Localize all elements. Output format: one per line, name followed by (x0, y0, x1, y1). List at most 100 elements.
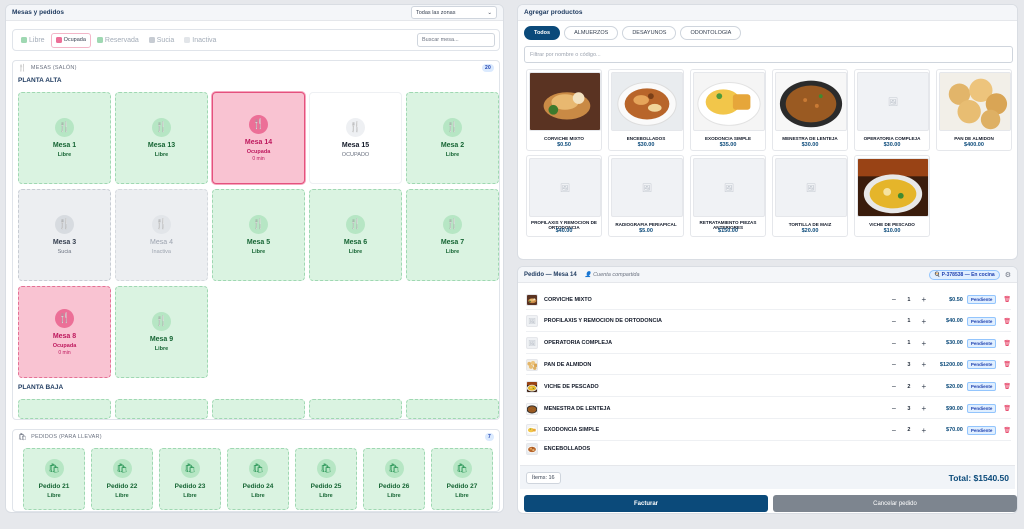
trash-icon[interactable]: 🗑 (1003, 340, 1011, 347)
product-card[interactable]: 🖼 RETRATAMIENTO PIEZAS ANTERIORES $150.00 (690, 155, 766, 237)
product-image: 🖼 (775, 158, 847, 217)
table-status: Libre (57, 152, 72, 158)
takeaway-tile[interactable]: 🛍 Pedido 21 Libre (23, 448, 85, 510)
table-tile-stub[interactable] (406, 399, 499, 419)
gear-icon[interactable]: ⚙ (1004, 271, 1011, 279)
filter-inactiva[interactable]: Inactiva (180, 33, 220, 48)
bag-icon: 🛍 (384, 459, 404, 478)
trash-icon[interactable]: 🗑 (1003, 406, 1011, 412)
plus-icon[interactable]: + (921, 382, 927, 392)
plus-icon[interactable]: + (921, 360, 927, 370)
category-tab-almuerzos[interactable]: ALMUERZOS (564, 26, 619, 40)
minus-icon[interactable]: − (891, 425, 897, 435)
product-card[interactable]: 🖼 RADIOGRAFIA PERIAPICAL $5.00 (608, 155, 684, 237)
minus-icon[interactable]: − (891, 404, 897, 413)
category-tab-todos[interactable]: Todos (524, 26, 561, 40)
salon-header: MESAS (SALÓN) (30, 65, 77, 71)
takeaway-tile[interactable]: 🛍 Pedido 23 Libre (159, 448, 221, 510)
plus-icon[interactable]: + (921, 316, 927, 326)
product-card[interactable]: PAN DE ALMIDON $400.00 (936, 69, 1012, 151)
minus-icon[interactable]: − (891, 338, 897, 348)
order-line-price: $0.50 (949, 296, 963, 303)
fork-knife-icon: 🍴 (55, 118, 74, 137)
minus-icon[interactable]: − (891, 295, 897, 304)
table-tile[interactable]: 🍴 Mesa 7 Libre (406, 189, 499, 281)
plus-icon[interactable]: + (921, 295, 927, 304)
order-header: Pedido — Mesa 14 👤 Cuenta compartida 🍳 P… (518, 267, 1017, 283)
table-tile[interactable]: 🍴 Mesa 9 Libre (115, 286, 208, 378)
fork-knife-icon: 🍴 (249, 114, 268, 134)
table-search-input[interactable]: Buscar mesa... (417, 33, 495, 47)
zone-title-upper: PLANTA ALTA (18, 77, 62, 84)
table-tile[interactable]: 🍴 Mesa 2 Libre (406, 92, 499, 184)
takeaway-tile[interactable]: 🛍 Pedido 26 Libre (363, 448, 425, 510)
table-tile[interactable]: 🍴 Mesa 13 Libre (115, 92, 208, 184)
filter-sucia[interactable]: Sucia (145, 33, 179, 48)
bag-icon: 🛍 (44, 459, 64, 478)
plus-icon[interactable]: + (921, 338, 927, 348)
order-line-price: $40.00 (946, 318, 963, 325)
trash-icon[interactable]: 🗑 (1003, 362, 1011, 369)
table-tile[interactable]: 🍴 Mesa 1 Libre (18, 92, 111, 184)
takeaway-tile[interactable]: 🛍 Pedido 24 Libre (227, 448, 289, 510)
table-tile[interactable]: 🍴 Mesa 6 Libre (309, 189, 402, 281)
bill-button[interactable]: Facturar (524, 495, 768, 512)
fork-knife-icon: 🍴 (346, 118, 365, 137)
product-name: RETRATAMIENTO PIEZAS ANTERIORES (699, 219, 757, 230)
table-tile[interactable]: 🍴 Mesa 14 Ocupada 0 min (212, 92, 305, 184)
table-tile[interactable]: 🍴 Mesa 4 Inactiva (115, 189, 208, 281)
order-line: VICHE DE PESCADO − 2 + $20.00 Pendiente 🗑 (526, 377, 1011, 398)
category-tab-odontologia[interactable]: ODONTOLOGIA (680, 26, 742, 40)
table-status: Libre (251, 249, 266, 255)
plus-icon[interactable]: + (921, 425, 927, 435)
trash-icon[interactable]: 🗑 (1003, 384, 1011, 391)
table-tile[interactable]: 🍴 Mesa 15 OCUPADO (309, 92, 402, 184)
category-tab-desayunos[interactable]: DESAYUNOS (622, 26, 677, 40)
plus-icon[interactable]: + (921, 404, 927, 413)
product-search-input[interactable]: Filtrar por nombre o código... (524, 46, 1013, 63)
takeaway-tile[interactable]: 🛍 Pedido 22 Libre (91, 448, 153, 510)
product-card[interactable]: MENESTRA DE LENTEJA $30.00 (772, 69, 848, 151)
takeaway-status: Libre (319, 493, 333, 499)
table-name: Mesa 14 (244, 138, 273, 146)
product-card[interactable]: 🖼 TORTILLA DE MAIZ $20.00 (772, 155, 848, 237)
table-status: Libre (154, 152, 169, 158)
table-tile[interactable]: 🍴 Mesa 8 Ocupada 0 min (18, 286, 111, 378)
table-status: Ocupada (246, 148, 271, 155)
product-card[interactable]: CORVICHE MIXTO $0.50 (526, 69, 602, 151)
product-image (939, 72, 1011, 131)
quantity-stepper: − 1 + (887, 339, 931, 348)
zone-select[interactable]: Todas las zonas ⌄ (411, 6, 497, 19)
trash-icon[interactable]: 🗑 (1003, 427, 1011, 434)
minus-icon[interactable]: − (891, 316, 897, 326)
minus-icon[interactable]: − (891, 382, 897, 392)
fork-knife-icon: 🍴 (152, 118, 171, 137)
table-tile-stub[interactable] (115, 399, 208, 419)
takeaway-tile[interactable]: 🛍 Pedido 27 Libre (431, 448, 493, 510)
table-tile-stub[interactable] (212, 399, 305, 419)
fork-knife-icon: 🍴 (18, 65, 27, 72)
takeaway-status: Libre (251, 493, 265, 499)
filter-libre[interactable]: Libre (17, 33, 49, 48)
trash-icon[interactable]: 🗑 (1003, 297, 1011, 303)
minus-icon[interactable]: − (891, 360, 897, 370)
table-tile-stub[interactable] (18, 399, 111, 419)
shared-account-toggle[interactable]: 👤 Cuenta compartida (584, 271, 640, 278)
product-card[interactable]: EXODONCIA SIMPLE $35.00 (690, 69, 766, 151)
cancel-order-button[interactable]: Cancelar pedido (773, 495, 1017, 512)
takeaway-tile[interactable]: 🛍 Pedido 25 Libre (295, 448, 357, 510)
table-tile[interactable]: 🍴 Mesa 3 Sucia (18, 189, 111, 281)
filter-ocupada[interactable]: Ocupada (50, 32, 91, 48)
product-card[interactable]: ENCEBOLLADOS $30.00 (608, 69, 684, 151)
product-card[interactable]: VICHE DE PESCADO $10.00 (854, 155, 930, 237)
table-tile-stub[interactable] (309, 399, 402, 419)
items-count: Ítems: 16 (526, 471, 561, 484)
order-line-thumbnail: 🖼 (526, 337, 538, 350)
product-card[interactable]: 🖼 PROFILAXIS Y REMOCION DE ORTODONCIA $40.… (526, 155, 602, 237)
bag-icon: 🛍 (18, 434, 28, 441)
table-tile[interactable]: 🍴 Mesa 5 Libre (212, 189, 305, 281)
trash-icon[interactable]: 🗑 (1003, 318, 1011, 325)
product-card[interactable]: 🖼 OPERATORIA COMPLEJA $30.00 (854, 69, 930, 151)
filter-reservada[interactable]: Reservada (93, 33, 143, 48)
order-badge-label: P-378538 — En cocina (941, 271, 995, 278)
